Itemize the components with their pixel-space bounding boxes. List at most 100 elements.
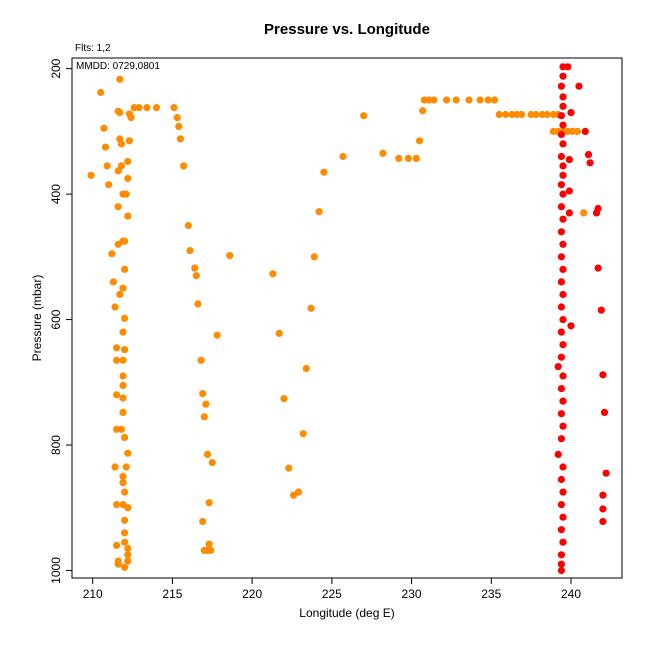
point-series1-10 xyxy=(113,356,121,364)
point-series2-42 xyxy=(559,538,567,546)
point-series2-23 xyxy=(557,303,566,311)
point-series1-71 xyxy=(176,135,184,143)
point-series1-7 xyxy=(109,278,117,286)
y-tick-label: 800 xyxy=(49,435,63,455)
point-series1-129 xyxy=(543,110,551,119)
point-series2-26 xyxy=(559,341,567,349)
x-tick-label: 225 xyxy=(322,587,342,601)
point-series2-48 xyxy=(565,209,574,217)
point-series2-53 xyxy=(584,151,593,159)
point-series2-27 xyxy=(557,353,566,361)
point-series1-59 xyxy=(124,174,132,182)
point-series1-21 xyxy=(117,140,125,148)
point-series2-12 xyxy=(559,171,567,179)
point-series1-55 xyxy=(124,557,132,565)
point-series2-13 xyxy=(557,181,566,189)
point-series2-50 xyxy=(567,109,575,117)
x-tick-label: 220 xyxy=(242,587,262,601)
point-series1-49 xyxy=(124,504,132,512)
point-series2-24 xyxy=(559,316,567,324)
point-series1-127 xyxy=(532,110,540,119)
point-series1-72 xyxy=(180,162,188,170)
point-series2-7 xyxy=(559,121,567,129)
point-series2-49 xyxy=(567,322,575,330)
point-series1-61 xyxy=(125,137,133,145)
point-series2-6 xyxy=(557,112,566,120)
point-series2-32 xyxy=(557,410,566,418)
point-series1-83 xyxy=(205,499,213,507)
data-points xyxy=(87,63,610,575)
point-series1-79 xyxy=(199,390,207,398)
point-series2-39 xyxy=(557,501,566,509)
point-series1-102 xyxy=(315,208,323,216)
point-series2-61 xyxy=(602,469,610,477)
point-series1-54 xyxy=(124,551,132,559)
point-series1-33 xyxy=(121,314,129,322)
point-series2-51 xyxy=(575,82,583,90)
point-series1-122 xyxy=(502,110,510,119)
point-series2-16 xyxy=(559,215,567,223)
point-series1-24 xyxy=(117,162,125,170)
point-series1-0 xyxy=(87,171,95,179)
point-series1-105 xyxy=(360,112,368,120)
point-series1-97 xyxy=(294,488,302,496)
point-series2-14 xyxy=(559,190,567,198)
point-series1-116 xyxy=(452,96,460,104)
point-series2-28 xyxy=(554,363,562,371)
point-series2-29 xyxy=(559,372,567,380)
point-series1-69 xyxy=(173,114,181,122)
point-series2-56 xyxy=(594,204,602,213)
point-series1-66 xyxy=(143,104,151,112)
point-series1-68 xyxy=(170,104,178,112)
point-series1-11 xyxy=(113,391,121,399)
point-series1-51 xyxy=(121,529,129,537)
point-series1-1 xyxy=(97,88,105,97)
point-series2-9 xyxy=(559,140,567,148)
point-series2-54 xyxy=(586,159,594,167)
point-series1-106 xyxy=(379,149,387,157)
point-series2-22 xyxy=(559,290,567,299)
point-series1-39 xyxy=(119,394,127,402)
point-series1-30 xyxy=(116,290,124,299)
x-tick-label: 210 xyxy=(83,587,103,601)
x-axis-label: Longitude (deg E) xyxy=(299,606,394,620)
point-series1-115 xyxy=(443,96,451,104)
point-series1-85 xyxy=(213,331,221,339)
point-series1-117 xyxy=(465,96,473,104)
point-series1-114 xyxy=(430,96,438,104)
point-series2-45 xyxy=(557,566,566,575)
point-series1-81 xyxy=(202,400,210,408)
point-series1-60 xyxy=(124,157,132,166)
y-tick-label: 400 xyxy=(49,184,63,204)
point-series2-43 xyxy=(557,551,566,559)
point-series1-40 xyxy=(119,408,127,416)
point-series1-5 xyxy=(105,181,113,189)
point-series1-111 xyxy=(419,107,427,115)
point-series2-25 xyxy=(557,328,566,336)
point-series2-11 xyxy=(559,162,567,170)
y-tick-label: 200 xyxy=(49,58,63,78)
point-series1-8 xyxy=(111,303,119,311)
point-series1-56 xyxy=(121,563,129,571)
point-series1-110 xyxy=(415,137,424,145)
point-series2-36 xyxy=(559,463,567,471)
x-tick-label: 230 xyxy=(402,587,422,601)
x-tick-label: 215 xyxy=(162,587,182,601)
point-series2-17 xyxy=(557,228,566,236)
point-series1-53 xyxy=(124,544,132,553)
point-series1-98 xyxy=(299,430,307,438)
point-series2-8 xyxy=(557,130,566,139)
point-series1-32 xyxy=(119,284,127,292)
point-series1-25 xyxy=(114,203,122,211)
point-series2-5 xyxy=(559,102,567,110)
point-series1-77 xyxy=(194,300,202,308)
point-series1-65 xyxy=(135,104,143,112)
point-series1-74 xyxy=(186,247,194,255)
point-series1-44 xyxy=(122,463,130,471)
point-series2-59 xyxy=(599,371,607,379)
point-series1-89 xyxy=(207,546,215,555)
point-series2-44 xyxy=(557,560,566,568)
point-series1-2 xyxy=(100,124,108,132)
point-series2-47 xyxy=(565,187,574,195)
